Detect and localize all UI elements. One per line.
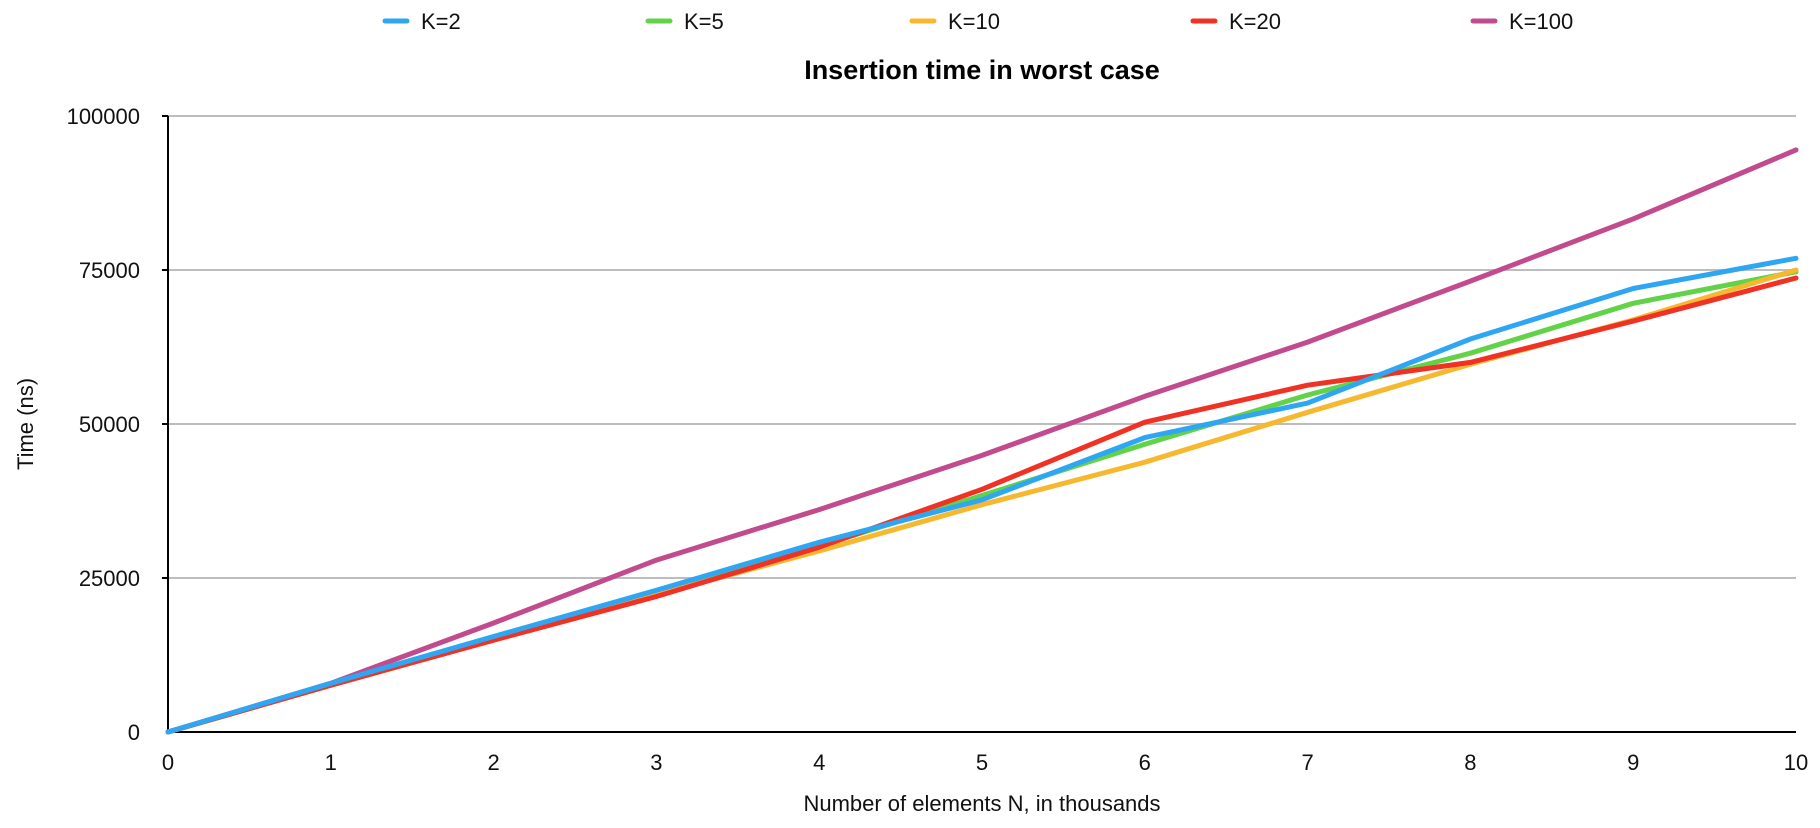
legend-item: K=100: [1470, 9, 1573, 34]
x-tick-label: 2: [487, 750, 499, 775]
legend-label: K=100: [1509, 9, 1573, 34]
x-tick-label: 10: [1784, 750, 1808, 775]
legend-item: K=20: [1190, 9, 1281, 34]
x-tick-label: 0: [162, 750, 174, 775]
x-tick-label: 8: [1464, 750, 1476, 775]
legend-label: K=5: [684, 9, 724, 34]
legend-label: K=20: [1229, 9, 1281, 34]
x-axis-ticks: 0 1 2 3 4 5 6 7 8 9 10: [162, 750, 1808, 775]
series-line-k20: [165, 275, 1799, 735]
legend-item: K=10: [909, 9, 1000, 34]
series-line-k100: [165, 147, 1799, 735]
y-tick-label: 25000: [79, 566, 140, 591]
x-tick-label: 6: [1139, 750, 1151, 775]
legend: K=2 K=5 K=10 K=20 K=100: [382, 9, 1573, 34]
x-tick-label: 5: [976, 750, 988, 775]
x-tick-label: 3: [650, 750, 662, 775]
x-tick-label: 4: [813, 750, 825, 775]
y-tick-label: 0: [128, 720, 140, 745]
x-tick-label: 9: [1627, 750, 1639, 775]
axes: [162, 115, 1796, 733]
gridlines: [168, 115, 1796, 579]
series-line-k2: [165, 255, 1799, 735]
y-tick-label: 50000: [79, 412, 140, 437]
y-tick-label: 75000: [79, 258, 140, 283]
x-tick-label: 1: [325, 750, 337, 775]
y-axis-ticks: 0 25000 50000 75000 100000: [67, 104, 140, 745]
legend-label: K=2: [421, 9, 461, 34]
legend-item: K=5: [645, 9, 724, 34]
legend-item: K=2: [382, 9, 461, 34]
y-axis-title: Time (ns): [13, 378, 38, 470]
chart-title: Insertion time in worst case: [804, 55, 1160, 85]
legend-label: K=10: [948, 9, 1000, 34]
x-axis-title: Number of elements N, in thousands: [803, 791, 1160, 816]
x-tick-label: 7: [1301, 750, 1313, 775]
series-lines: [165, 147, 1799, 735]
y-tick-label: 100000: [67, 104, 140, 129]
